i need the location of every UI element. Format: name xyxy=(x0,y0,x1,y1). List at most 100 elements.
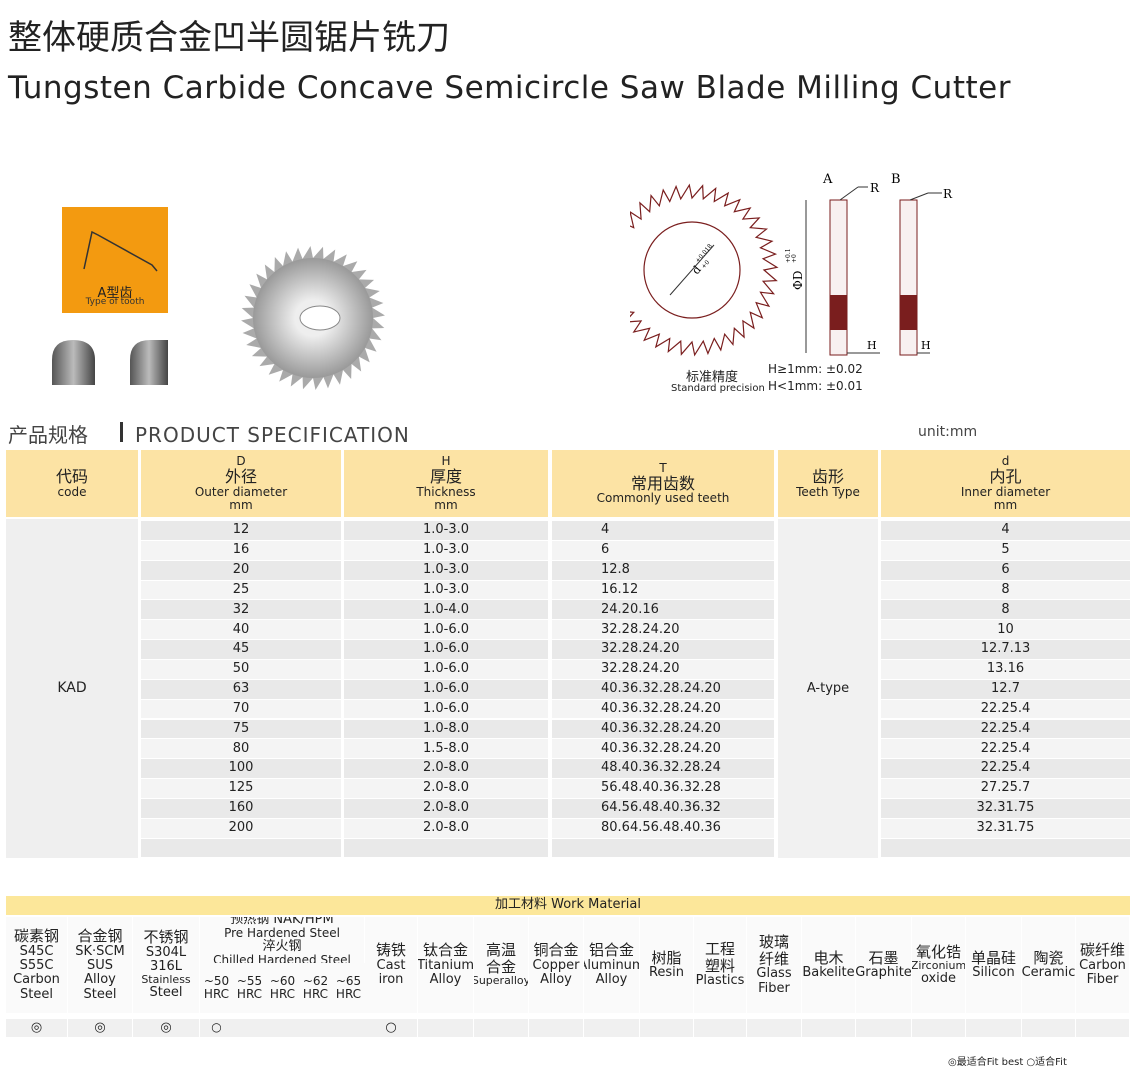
table-value: 13.16 xyxy=(986,661,1025,677)
material-text: ~62 xyxy=(302,973,329,988)
table-value: 12.7 xyxy=(991,681,1020,697)
table-value: 8 xyxy=(1001,581,1010,597)
tooth-label-cn: A型齿 xyxy=(97,286,133,301)
table-value: 40 xyxy=(232,621,250,637)
table-value: 80.64.56.48.40.36 xyxy=(601,820,721,836)
material-subcell: ~50 HRC xyxy=(200,963,233,1013)
table-cell: 2.0-8.0 xyxy=(344,759,548,779)
table-cell: 125 xyxy=(141,779,341,798)
technical-drawing: A B R R ΦD +0.1 +0 d +0.018 +0 H H xyxy=(630,172,953,357)
material-text: Chilled Hardened Steel xyxy=(213,953,351,963)
mark-cell xyxy=(912,1019,965,1037)
material-cell: 钛合金 Titanium Alloy xyxy=(418,917,473,1013)
title-cn: 整体硬质合金凹半圆锯片铣刀 xyxy=(8,18,450,58)
table-cell: 80.64.56.48.40.36 xyxy=(552,818,774,838)
table-cell: 40 xyxy=(141,620,341,640)
material-text: 陶瓷 xyxy=(1033,948,1064,967)
table-cell: 32.28.24.20 xyxy=(552,659,774,679)
mark-cell xyxy=(529,1019,583,1037)
radius-label: R xyxy=(870,181,880,195)
mark: ◎ xyxy=(160,1019,172,1035)
table-value: 22.25.4 xyxy=(980,700,1031,716)
thickness-label: H xyxy=(867,339,877,352)
material-text: Titanium xyxy=(418,957,473,973)
material-cell: 电木 Bakelite xyxy=(802,917,855,1013)
table-cell: 25 xyxy=(141,580,341,600)
table-cell: 56.48.40.36.32.28 xyxy=(552,779,774,798)
table-cell: 4 xyxy=(881,521,1130,540)
material-subcell: ~60 HRC xyxy=(266,963,299,1013)
teeth-type-cell: A-type xyxy=(778,519,878,859)
tol: +0 xyxy=(791,254,798,263)
material-cell: 玻璃 纤维 Glass Fiber xyxy=(747,917,801,1013)
material-cell: 不锈钢 S304L 316L Stainless Steel xyxy=(133,917,199,1013)
mark-cell xyxy=(1076,1019,1129,1037)
table-value: 2.0-8.0 xyxy=(422,760,470,776)
table-value: 2.0-8.0 xyxy=(422,800,470,816)
table-value: 1.0-3.0 xyxy=(422,522,470,538)
material-text: S304L xyxy=(145,944,187,960)
view-label: A xyxy=(822,172,833,187)
table-value: 1.5-8.0 xyxy=(422,740,470,756)
thickness-label: H xyxy=(921,339,931,352)
table-cell: 48.40.36.32.28.24 xyxy=(552,759,774,779)
material-text: 单晶硅 xyxy=(970,948,1016,967)
table-value: 22.25.4 xyxy=(980,760,1031,776)
table-cell xyxy=(344,838,548,858)
table-cell: 24.20.16 xyxy=(552,600,774,620)
precision-cn: 标准精度 xyxy=(686,370,739,385)
material-cell: 石墨 Graphite xyxy=(856,917,911,1013)
material-text: Bakelite xyxy=(802,965,855,981)
header-letter: T xyxy=(659,460,667,475)
divider xyxy=(120,422,123,442)
table-cell: 5 xyxy=(881,540,1130,560)
material-text: 电木 xyxy=(813,948,844,967)
table-value: 32.31.75 xyxy=(976,800,1035,816)
saw-blade-photo xyxy=(241,246,385,390)
mark-cell: ○ xyxy=(365,1019,417,1037)
table-cell: 32.28.24.20 xyxy=(552,620,774,640)
header-en: Teeth Type xyxy=(796,484,860,499)
material-text: 氧化锆 xyxy=(915,942,961,961)
table-cell: 8 xyxy=(881,600,1130,620)
table-cell: 16.12 xyxy=(552,580,774,600)
mark-cell xyxy=(856,1019,911,1037)
table-value: 1.0-6.0 xyxy=(422,661,470,677)
mark-cell xyxy=(299,1019,332,1037)
table-cell: 1.0-3.0 xyxy=(344,560,548,580)
mark: ◎ xyxy=(30,1019,43,1035)
material-text: S55C xyxy=(19,957,54,973)
material-text: 316L xyxy=(149,959,183,975)
table-value: 1.0-3.0 xyxy=(422,542,470,558)
material-cell: 合金钢 SK·SCM SUS Alloy Steel xyxy=(68,917,132,1013)
table-value: 12 xyxy=(232,522,250,538)
mark-cell xyxy=(694,1019,746,1037)
legend: ◎最适合Fit best ○适合Fit xyxy=(948,1057,1067,1068)
table-value: 32.31.75 xyxy=(976,820,1035,836)
material-cell: 陶瓷 Ceramic xyxy=(1022,917,1075,1013)
table-value: 4 xyxy=(601,522,610,538)
tooth-profiles xyxy=(52,340,168,385)
mark-cell: ◎ xyxy=(6,1019,67,1037)
spec-heading-en: PRODUCT SPECIFICATION xyxy=(135,423,410,447)
header-unit: mm xyxy=(993,497,1018,512)
material-text: ~50 xyxy=(203,973,230,988)
table-value: 22.25.4 xyxy=(980,740,1031,756)
material-text: 纤维 xyxy=(758,949,789,968)
table-cell: 63 xyxy=(141,679,341,699)
table-value: 160 xyxy=(228,800,254,816)
material-text: HRC xyxy=(236,987,263,1001)
table-cell: 1.0-4.0 xyxy=(344,600,548,620)
table-cell: 22.25.4 xyxy=(881,719,1130,739)
table-cell xyxy=(881,838,1130,858)
tooth-icon xyxy=(83,230,158,272)
material-text: Copper xyxy=(532,957,580,973)
header-en: Inner diameter xyxy=(960,484,1051,499)
table-cell: 1.0-6.0 xyxy=(344,659,548,679)
table-cell: 32.31.75 xyxy=(881,818,1130,838)
mark-cell xyxy=(233,1019,266,1037)
teeth-type: A-type xyxy=(806,680,850,696)
mark-cell xyxy=(966,1019,1021,1037)
table-value: 125 xyxy=(228,780,254,796)
